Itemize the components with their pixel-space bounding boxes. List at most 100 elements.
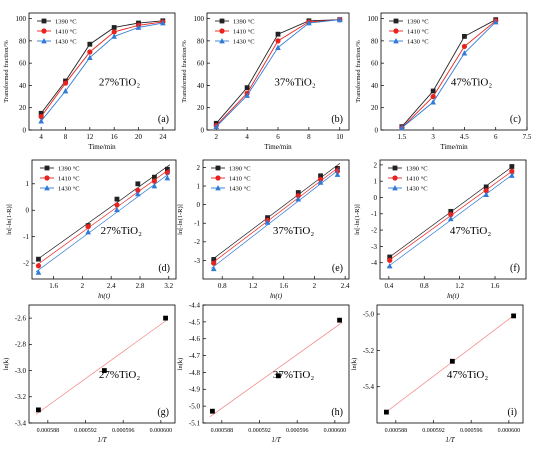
y-tick-label: 0 [374, 194, 378, 202]
x-tick-label: 6 [276, 133, 280, 141]
panel-label: (i) [508, 407, 517, 418]
y-tick-label: 0 [26, 207, 30, 215]
data-point-square [135, 181, 141, 187]
data-point-triangle [219, 38, 225, 44]
y-tick-label: 1 [26, 180, 30, 188]
series-line [401, 19, 496, 127]
data-point-triangle [160, 20, 166, 26]
data-point-square [114, 196, 120, 202]
legend-entry: 1410 °C [407, 28, 429, 35]
y-tick-label: -4.4 [189, 301, 201, 309]
data-point-square [430, 88, 436, 94]
series-1430 [399, 18, 499, 131]
data-point-circle [38, 114, 44, 120]
data-point-circle [219, 28, 225, 34]
data-point-square [244, 85, 250, 91]
composition-annotation: 27%TiO₂ [101, 225, 142, 237]
series-1410 [387, 168, 515, 263]
data-point-circle [111, 29, 117, 35]
plot-frame [380, 12, 528, 131]
x-tick-label: 12 [86, 133, 94, 141]
y-tick-label: -2 [194, 238, 200, 246]
composition-annotation: 47%TiO₂ [447, 369, 488, 381]
y-tick-label: -3 [371, 243, 377, 251]
x-tick-label: 20 [135, 133, 143, 141]
y-tick-label: 100 [16, 15, 27, 23]
legend: 1390 °C 1410 °C 1430 °C [40, 165, 80, 192]
plot-frame [202, 159, 350, 280]
series-1430 [386, 172, 515, 269]
y-tick-label: 60 [371, 60, 379, 68]
data-point-triangle [87, 54, 93, 60]
y-tick-label: 0 [197, 201, 201, 209]
x-tick-label: 2.4 [107, 282, 116, 290]
composition-annotation: 37%TiO₂ [273, 225, 314, 237]
x-tick-label: 0.000600 [150, 428, 173, 434]
x-axis-label: Time/min [264, 143, 292, 151]
composition-annotation: 27%TiO₂ [99, 77, 140, 89]
data-point-circle [164, 170, 170, 176]
composition-annotation: 27%TiO₂ [99, 369, 140, 381]
plot-frame [376, 304, 524, 424]
data-point-circle [41, 28, 47, 34]
series-line [401, 20, 496, 129]
y-tick-label: -2.6 [15, 315, 27, 323]
x-tick-label: 1.6 [279, 282, 288, 290]
data-point-triangle [509, 172, 515, 178]
legend-entry: 1430 °C [55, 38, 77, 45]
series-0 [35, 315, 169, 415]
legend: 1390 °C 1410 °C 1430 °C [215, 18, 255, 45]
y-tick-label: -4.5 [189, 318, 201, 326]
data-point-square [164, 166, 170, 172]
panel-label: (g) [157, 407, 169, 418]
data-point-square [387, 254, 393, 260]
data-point-square [448, 208, 454, 214]
data-point-triangle [151, 182, 158, 189]
data-point-triangle [295, 196, 302, 202]
data-point-triangle [461, 50, 468, 56]
data-point-circle [87, 49, 93, 55]
x-tick-label: 10 [336, 133, 344, 141]
x-tick-label: 4 [39, 133, 43, 141]
data-point-circle [151, 178, 157, 184]
x-tick-label: 8 [307, 133, 311, 141]
x-tick-label: 2 [215, 133, 219, 141]
data-point-triangle [44, 185, 50, 191]
series-line [40, 22, 163, 122]
legend-entry: 1410 °C [233, 28, 255, 35]
series-0 [383, 313, 517, 415]
data-point-triangle [386, 262, 393, 269]
data-point-circle [85, 224, 91, 230]
data-point-square [101, 368, 107, 373]
series-1410 [35, 168, 171, 269]
x-axis-label: ln(t) [447, 292, 460, 300]
data-point-circle [44, 175, 50, 181]
y-tick-label: 2 [197, 164, 201, 172]
y-tick-label: 80 [19, 37, 27, 45]
x-tick-label: 2.4 [341, 282, 350, 290]
fit-line [35, 164, 171, 261]
x-axis-label: Time/min [88, 143, 116, 151]
data-point-circle [211, 260, 217, 266]
legend-entry: 1390 °C [55, 18, 77, 25]
data-point-square [449, 358, 455, 364]
data-point-triangle [399, 124, 405, 131]
y-tick-label: 20 [19, 104, 27, 112]
data-point-circle [62, 80, 69, 86]
y-tick-label: 100 [194, 15, 205, 23]
data-point-circle [135, 187, 141, 194]
x-tick-label: 7.5 [523, 133, 532, 141]
y-tick-label: -1 [371, 210, 377, 218]
data-point-triangle [244, 92, 250, 98]
data-point-square [318, 173, 323, 179]
plot-frame [31, 159, 177, 280]
y-tick-label: 40 [197, 82, 205, 90]
y-tick-label: -3 [194, 257, 200, 265]
composition-annotation: 47%TiO₂ [450, 225, 491, 237]
plot-frame [28, 304, 176, 424]
x-tick-label: 0.8 [420, 282, 429, 290]
data-point-square [152, 174, 157, 180]
data-point-triangle [213, 123, 220, 130]
y-tick-label: -5.0 [363, 310, 375, 318]
